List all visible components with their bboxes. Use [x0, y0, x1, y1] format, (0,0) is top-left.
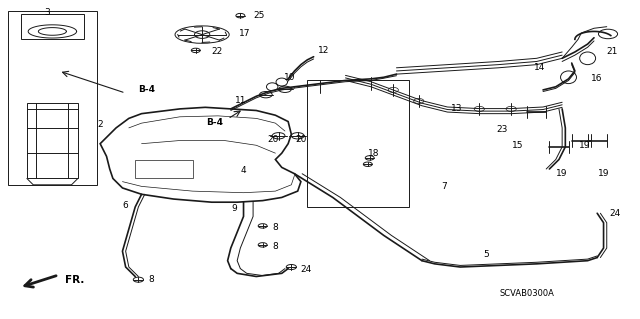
Text: 18: 18 — [369, 149, 380, 158]
Text: 14: 14 — [534, 63, 545, 72]
Text: 24: 24 — [609, 209, 621, 218]
Text: 25: 25 — [254, 11, 265, 20]
Text: 8: 8 — [273, 223, 278, 232]
Text: SCVAB0300A: SCVAB0300A — [500, 289, 554, 298]
Text: 22: 22 — [211, 47, 222, 56]
Text: 23: 23 — [496, 125, 508, 134]
Text: B-4: B-4 — [138, 85, 156, 94]
Text: 5: 5 — [483, 250, 488, 259]
Text: 8: 8 — [148, 275, 154, 284]
Text: 2: 2 — [97, 120, 103, 129]
Text: 21: 21 — [606, 48, 618, 56]
Text: 6: 6 — [123, 201, 129, 210]
Text: 3: 3 — [44, 8, 50, 17]
Text: 20: 20 — [295, 135, 307, 145]
Text: 12: 12 — [317, 46, 329, 55]
Text: 17: 17 — [239, 28, 250, 38]
Text: 24: 24 — [300, 265, 312, 274]
Text: 7: 7 — [442, 182, 447, 191]
Text: 4: 4 — [241, 166, 246, 175]
Text: 15: 15 — [512, 141, 524, 150]
Text: 13: 13 — [451, 104, 463, 113]
Text: 16: 16 — [591, 74, 603, 83]
Text: 19: 19 — [579, 141, 590, 150]
Bar — [135, 160, 193, 178]
Text: 10: 10 — [284, 73, 295, 82]
Bar — [307, 80, 409, 207]
Text: B-4: B-4 — [206, 118, 223, 127]
Text: 11: 11 — [235, 97, 246, 106]
Bar — [8, 11, 97, 185]
Text: 8: 8 — [273, 242, 278, 251]
Text: 19: 19 — [556, 169, 568, 178]
Text: 9: 9 — [231, 204, 237, 213]
Text: FR.: FR. — [65, 275, 84, 285]
Text: 20: 20 — [268, 135, 279, 145]
Text: 19: 19 — [598, 169, 609, 178]
